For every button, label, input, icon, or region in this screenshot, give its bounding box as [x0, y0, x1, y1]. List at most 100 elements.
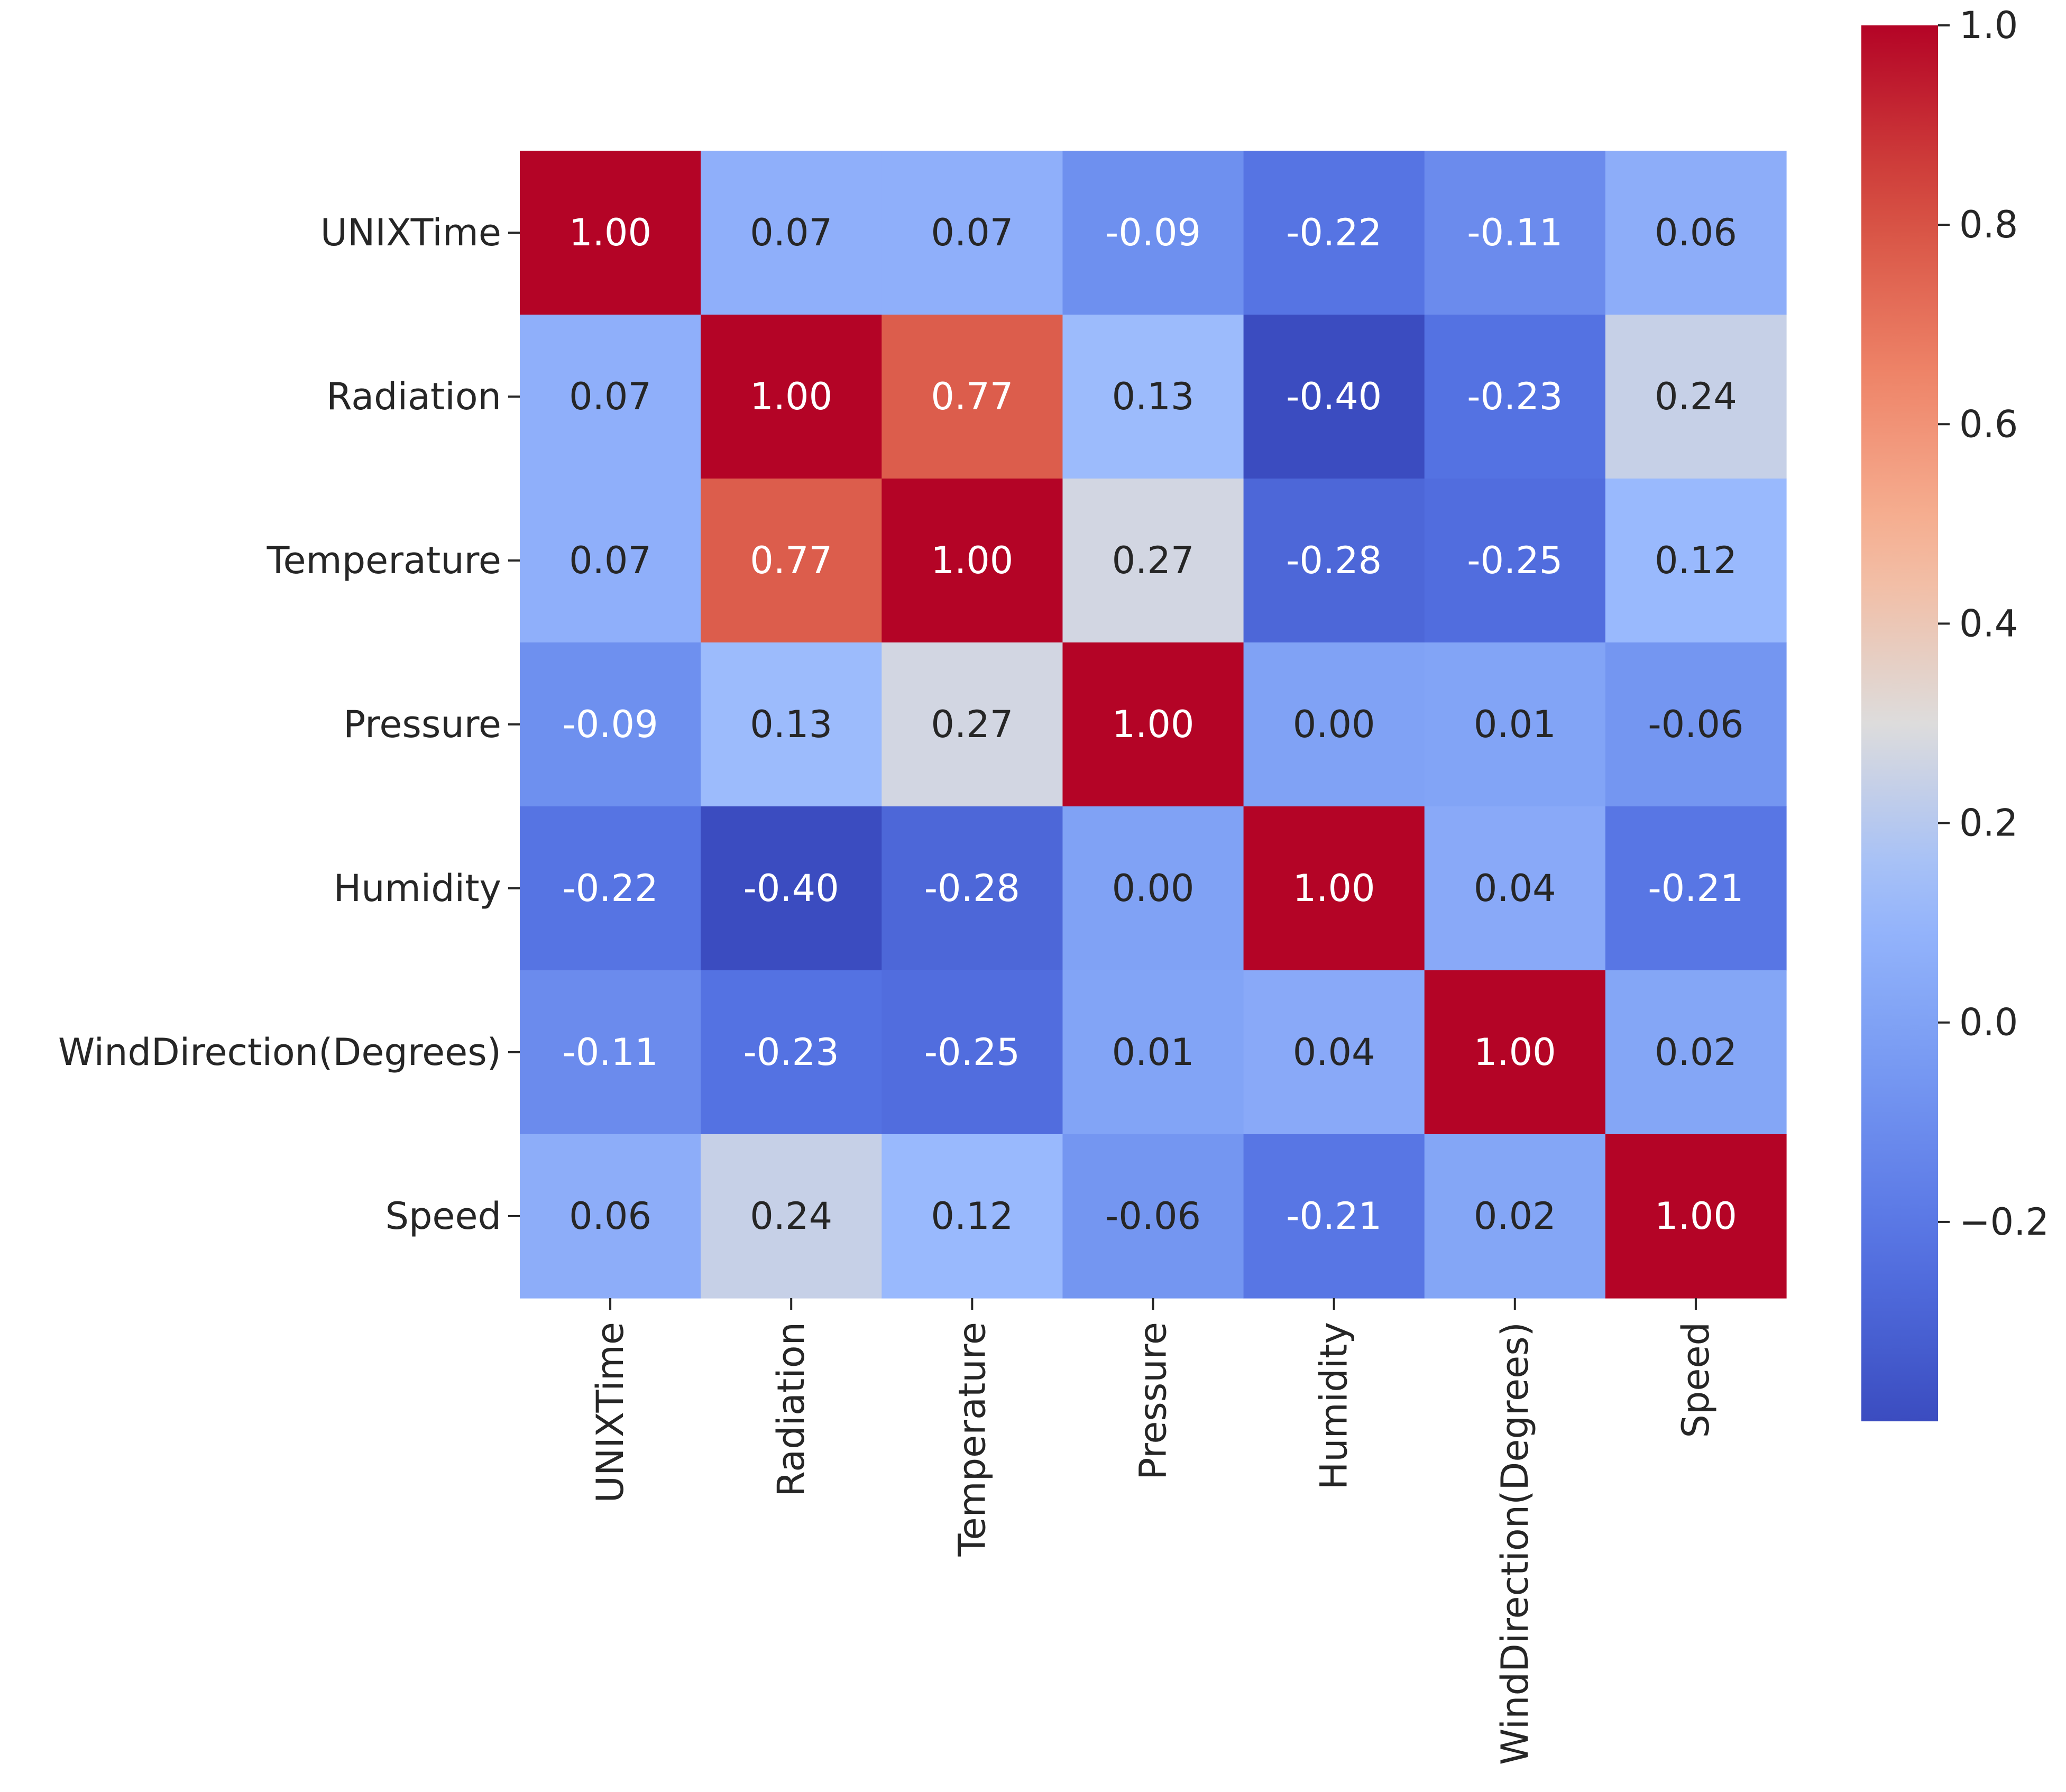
heatmap-cell-r1-c1: [701, 315, 882, 479]
cell-label-r0-c4: -0.22: [1286, 211, 1382, 254]
heatmap-cell-r5-c0: [520, 970, 701, 1135]
heatmap-cell-r6-c3: [1062, 1134, 1244, 1299]
heatmap-cell-r0-c6: [1605, 151, 1787, 315]
colorbar-gradient: [1861, 25, 1938, 1421]
heatmap-cell-r3-c0: [520, 642, 701, 807]
heatmap-cell-r6-c1: [701, 1134, 882, 1299]
cell-label-r2-c4: -0.28: [1286, 539, 1382, 582]
cell-label-r0-c6: 0.06: [1655, 211, 1737, 254]
heatmap-cell-r4-c6: [1605, 806, 1787, 971]
heatmap-cell-r5-c5: [1424, 970, 1606, 1135]
heatmap-cell-r6-c0: [520, 1134, 701, 1299]
cell-label-r3-c1: 0.13: [750, 703, 832, 746]
heatmap-cell-r4-c4: [1243, 806, 1425, 971]
y-tick-label-1: Radiation: [326, 375, 501, 418]
heatmap-cell-r5-c2: [882, 970, 1063, 1135]
heatmap-cell-r2-c6: [1605, 479, 1787, 643]
heatmap-cell-r0-c3: [1062, 151, 1244, 315]
y-axis: UNIXTime Radiation Temperature Pressure Humi…: [58, 211, 520, 1238]
x-tick-label-3: Pressure: [1132, 1322, 1175, 1480]
y-tick-label-0: UNIXTime: [320, 211, 501, 254]
x-axis: UNIXTime Radiation Temperature Pressure Humi…: [589, 1298, 1718, 1765]
x-tick-label-6: Speed: [1674, 1322, 1718, 1438]
x-tick-label-4: Humidity: [1312, 1322, 1356, 1490]
heatmap-cell-r0-c0: [520, 151, 701, 315]
heatmap-cell-r3-c2: [882, 642, 1063, 807]
cell-label-r4-c1: -0.40: [743, 867, 839, 910]
cell-label-r3-c2: 0.27: [931, 703, 1013, 746]
heatmap-cell-r2-c4: [1243, 479, 1425, 643]
heatmap-cell-labels: 1.00 0.07 0.07 -0.09 -0.22 -0.11 0.06 0.07 1.00 0…: [563, 211, 1744, 1238]
heatmap-cell-r1-c6: [1605, 315, 1787, 479]
cell-label-r1-c6: 0.24: [1655, 375, 1737, 418]
heatmap-cell-r5-c4: [1243, 970, 1425, 1135]
heatmap-cell-r5-c3: [1062, 970, 1244, 1135]
heatmap-cell-r3-c6: [1605, 642, 1787, 807]
x-tick-label-1: Radiation: [769, 1322, 813, 1497]
cell-label-r4-c5: 0.04: [1474, 867, 1556, 910]
heatmap-cell-r3-c5: [1424, 642, 1606, 807]
heatmap-cell-r6-c2: [882, 1134, 1063, 1299]
heatmap-cell-r2-c3: [1062, 479, 1244, 643]
colorbar-tick-label-1: 0.8: [1959, 203, 2018, 246]
heatmap-cell-r4-c5: [1424, 806, 1606, 971]
heatmap-cell-r4-c1: [701, 806, 882, 971]
y-tick-label-4: Humidity: [334, 867, 501, 910]
cell-label-r2-c1: 0.77: [750, 539, 832, 582]
heatmap-cell-r0-c1: [701, 151, 882, 315]
cell-label-r3-c3: 1.00: [1112, 703, 1195, 746]
cell-label-r2-c6: 0.12: [1655, 539, 1737, 582]
colorbar-tick-label-0: 1.0: [1959, 4, 2018, 47]
heatmap-cell-r2-c5: [1424, 479, 1606, 643]
heatmap-cell-r1-c5: [1424, 315, 1606, 479]
heatmap-cell-r3-c1: [701, 642, 882, 807]
cell-label-r4-c0: -0.22: [563, 867, 658, 910]
heatmap-cell-r4-c3: [1062, 806, 1244, 971]
colorbar: 1.0 0.8 0.6 0.4 0.2 0.0 −0.2: [1861, 4, 2049, 1421]
y-tick-label-2: Temperature: [267, 539, 501, 582]
cell-label-r5-c1: -0.23: [743, 1031, 839, 1074]
cell-label-r2-c3: 0.27: [1112, 539, 1195, 582]
heatmap-cell-r3-c3: [1062, 642, 1244, 807]
heatmap-cell-r4-c2: [882, 806, 1063, 971]
heatmap-cell-r6-c5: [1424, 1134, 1606, 1299]
cell-label-r1-c2: 0.77: [931, 375, 1013, 418]
cell-label-r6-c4: -0.21: [1286, 1194, 1382, 1238]
cell-label-r2-c0: 0.07: [569, 539, 651, 582]
y-tick-label-6: Speed: [385, 1194, 501, 1238]
cell-label-r5-c3: 0.01: [1112, 1031, 1195, 1074]
cell-label-r1-c3: 0.13: [1112, 375, 1195, 418]
y-tick-label-5: WindDirection(Degrees): [58, 1031, 501, 1074]
cell-label-r0-c3: -0.09: [1105, 211, 1201, 254]
heatmap-cell-r2-c0: [520, 479, 701, 643]
cell-label-r6-c3: -0.06: [1105, 1194, 1201, 1238]
heatmap-cell-r1-c2: [882, 315, 1063, 479]
x-tick-label-5: WindDirection(Degrees): [1493, 1322, 1537, 1765]
cell-label-r1-c5: -0.23: [1467, 375, 1563, 418]
cell-label-r3-c6: -0.06: [1648, 703, 1743, 746]
heatmap-cell-r2-c1: [701, 479, 882, 643]
colorbar-tick-label-5: 0.0: [1959, 1001, 2018, 1044]
colorbar-tick-label-2: 0.6: [1959, 402, 2018, 446]
heatmap-cell-r1-c3: [1062, 315, 1244, 479]
x-tick-label-2: Temperature: [950, 1322, 994, 1557]
cell-label-r5-c6: 0.02: [1655, 1031, 1737, 1074]
cell-label-r6-c0: 0.06: [569, 1194, 651, 1238]
heatmap-cell-r0-c4: [1243, 151, 1425, 315]
cell-label-r6-c5: 0.02: [1474, 1194, 1556, 1238]
heatmap-cell-r2-c2: [882, 479, 1063, 643]
cell-label-r1-c0: 0.07: [569, 375, 651, 418]
heatmap-cell-r5-c6: [1605, 970, 1787, 1135]
colorbar-tick-label-4: 0.2: [1959, 802, 2018, 845]
heatmap-cell-r1-c4: [1243, 315, 1425, 479]
cell-label-r4-c3: 0.00: [1112, 867, 1195, 910]
cell-label-r0-c5: -0.11: [1467, 211, 1563, 254]
y-tick-label-3: Pressure: [343, 703, 501, 746]
heatmap-cell-r3-c4: [1243, 642, 1425, 807]
cell-label-r0-c1: 0.07: [750, 211, 832, 254]
heatmap-cell-r6-c4: [1243, 1134, 1425, 1299]
cell-label-r6-c1: 0.24: [750, 1194, 832, 1238]
heatmap-cell-r5-c1: [701, 970, 882, 1135]
cell-label-r0-c0: 1.00: [569, 211, 651, 254]
